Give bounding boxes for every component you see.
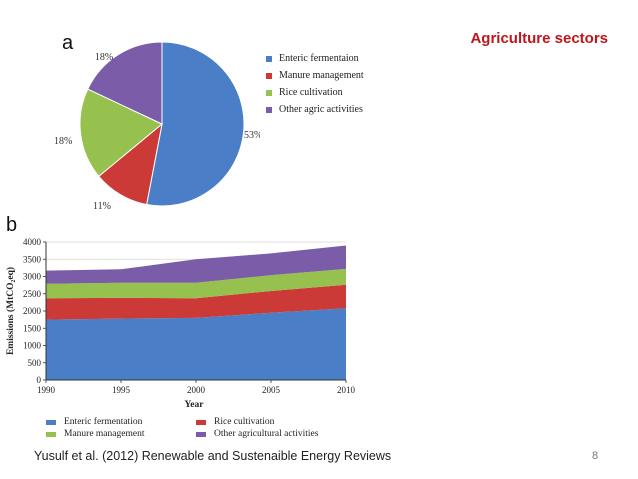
legend-swatch (266, 89, 272, 96)
pie-slice-label: 11% (93, 201, 111, 212)
legend-swatch (266, 106, 272, 113)
pie-legend-label: Rice cultivation (279, 87, 343, 98)
pie-slice-label: 53% (244, 130, 260, 141)
panel-letter-a: a (62, 32, 74, 54)
area-legend-item: Enteric fermentation (46, 417, 196, 427)
pie-legend-label: Other agric activities (279, 104, 363, 115)
x-axis-label: Year (185, 400, 205, 410)
area-legend-item: Rice cultivation (196, 417, 366, 427)
pie-slice (146, 41, 245, 207)
legend-swatch (266, 72, 272, 79)
x-tick-label: 2005 (262, 385, 281, 395)
area-legend-label: Enteric fermentation (64, 417, 143, 427)
pie-slice-label: 18% (54, 136, 72, 147)
slide-title: Agriculture sectors (470, 30, 608, 47)
y-tick-label: 2500 (23, 289, 42, 299)
y-tick-label: 3000 (23, 272, 42, 282)
pie-chart: 53% 11% 18% 18% (54, 41, 260, 212)
legend-swatch (46, 431, 56, 437)
x-tick-label: 1990 (37, 385, 56, 395)
area-series (46, 268, 346, 299)
pie-slice-label: 18% (95, 52, 113, 63)
pie-legend-item: Rice cultivation (266, 84, 364, 101)
stacked-area-chart: 0 500 1000 1500 2000 2500 3000 3500 4000 1990 1995… (5, 237, 356, 410)
pie-slice (87, 41, 163, 125)
y-tick-label: 1000 (23, 341, 42, 351)
pie-legend-item: Other agric activities (266, 101, 364, 118)
legend-swatch (46, 419, 56, 425)
x-tick-label: 2010 (337, 385, 356, 395)
pie-legend-label: Manure management (279, 70, 364, 81)
x-tick-label: 2000 (187, 385, 206, 395)
page-number: 8 (592, 450, 599, 462)
legend-swatch (196, 419, 206, 425)
x-tick-label: 1995 (112, 385, 131, 395)
pie-legend-item: Manure management (266, 67, 364, 84)
y-tick-label: 1500 (23, 323, 42, 333)
area-legend-label: Other agricultural activities (214, 429, 319, 439)
area-series (46, 245, 346, 284)
pie-legend: Enteric fermentaion Manure management Ri… (266, 50, 364, 118)
area-series (46, 284, 346, 320)
area-legend-label: Rice cultivation (214, 417, 275, 427)
area-legend-item: Manure management (46, 429, 196, 439)
y-tick-label: 4000 (23, 237, 42, 247)
y-tick-label: 0 (37, 375, 42, 385)
area-legend-item: Other agricultural activities (196, 429, 366, 439)
citation: Yusulf et al. (2012) Renewable and Suste… (34, 449, 392, 463)
y-tick-label: 500 (28, 358, 42, 368)
area-series (46, 308, 346, 380)
pie-slice (79, 88, 163, 177)
legend-swatch (196, 431, 206, 437)
pie-legend-label: Enteric fermentaion (279, 53, 359, 64)
area-legend-label: Manure management (64, 429, 145, 439)
pie-legend-item: Enteric fermentaion (266, 50, 364, 67)
area-legend: Enteric fermentation Rice cultivation Ma… (46, 417, 376, 439)
y-tick-label: 2000 (23, 306, 42, 316)
panel-letter-b: b (6, 214, 18, 236)
legend-swatch (266, 55, 272, 62)
y-axis-label: Emissions (MtCO₂eq) (5, 267, 16, 355)
y-tick-label: 3500 (23, 254, 42, 264)
